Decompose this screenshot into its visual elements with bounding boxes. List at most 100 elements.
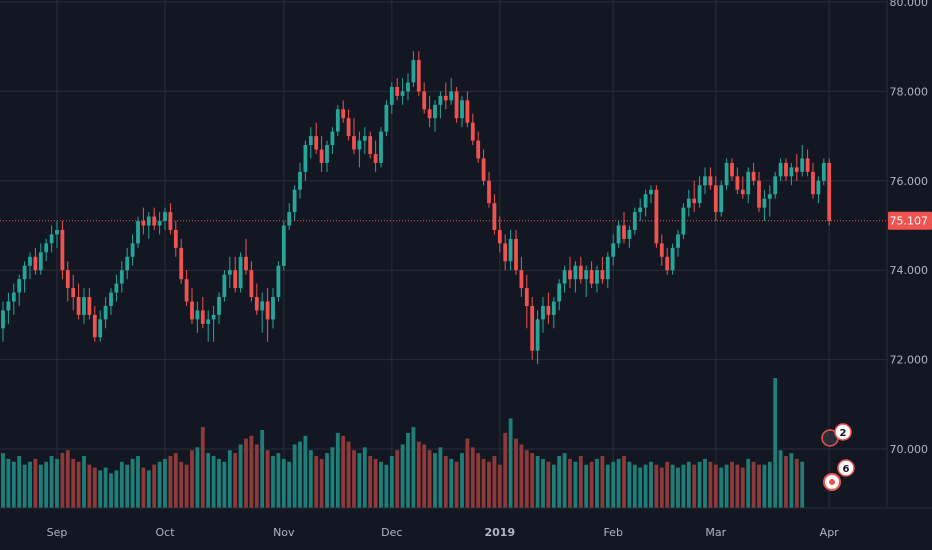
- candle[interactable]: [589, 261, 594, 289]
- candle[interactable]: [400, 77, 405, 105]
- candle[interactable]: [773, 171, 778, 199]
- price-axis[interactable]: 80.000 78.000 76.000 74.000 72.000 70.000: [890, 0, 929, 456]
- candle[interactable]: [811, 162, 815, 199]
- candle[interactable]: [379, 127, 383, 168]
- candle[interactable]: [298, 162, 302, 199]
- candle[interactable]: [649, 185, 653, 204]
- candle[interactable]: [568, 256, 572, 289]
- candle[interactable]: [179, 238, 184, 284]
- candle[interactable]: [611, 234, 616, 266]
- candle[interactable]: [724, 158, 729, 190]
- candle[interactable]: [55, 221, 59, 248]
- candle[interactable]: [184, 270, 189, 306]
- candle[interactable]: [152, 207, 157, 230]
- event-badge-2[interactable]: 2: [821, 423, 852, 447]
- candle[interactable]: [481, 149, 486, 186]
- candle[interactable]: [157, 212, 162, 235]
- candle[interactable]: [460, 95, 464, 128]
- candle[interactable]: [114, 274, 119, 302]
- candle[interactable]: [627, 225, 632, 248]
- candle[interactable]: [146, 212, 151, 239]
- candle[interactable]: [638, 198, 643, 222]
- candle[interactable]: [827, 158, 832, 226]
- candle[interactable]: [670, 243, 675, 275]
- candle[interactable]: [38, 243, 43, 275]
- candle[interactable]: [265, 288, 270, 342]
- candle[interactable]: [303, 140, 308, 181]
- candle[interactable]: [6, 292, 11, 324]
- candle[interactable]: [697, 176, 702, 208]
- candle[interactable]: [71, 274, 76, 311]
- candle[interactable]: [281, 221, 286, 271]
- candle[interactable]: [60, 221, 65, 280]
- candle[interactable]: [395, 77, 400, 101]
- candle[interactable]: [384, 100, 389, 137]
- candle[interactable]: [168, 203, 173, 235]
- candle[interactable]: [98, 310, 103, 342]
- candle[interactable]: [76, 283, 81, 320]
- candle[interactable]: [416, 51, 421, 96]
- candle[interactable]: [244, 238, 248, 275]
- candle[interactable]: [632, 207, 637, 235]
- candle[interactable]: [1, 301, 5, 342]
- candle[interactable]: [730, 158, 734, 181]
- candle[interactable]: [659, 234, 664, 266]
- candle[interactable]: [595, 265, 599, 293]
- candle[interactable]: [686, 189, 691, 217]
- candle[interactable]: [465, 91, 470, 128]
- candle[interactable]: [352, 118, 356, 154]
- candle[interactable]: [136, 216, 140, 248]
- candle[interactable]: [433, 100, 437, 132]
- candle[interactable]: [751, 162, 756, 186]
- candle[interactable]: [735, 167, 740, 195]
- candle[interactable]: [757, 171, 761, 213]
- candle[interactable]: [805, 149, 810, 177]
- event-badges[interactable]: 2 6: [821, 423, 855, 491]
- candle[interactable]: [373, 140, 378, 172]
- candle[interactable]: [233, 256, 238, 293]
- candle[interactable]: [427, 95, 432, 128]
- candle[interactable]: [584, 265, 589, 298]
- candle[interactable]: [87, 288, 92, 320]
- time-axis[interactable]: Sep Oct Nov Dec 2019 Feb Mar Apr: [47, 526, 840, 539]
- candle[interactable]: [200, 297, 205, 329]
- candle[interactable]: [314, 122, 319, 154]
- candle[interactable]: [287, 203, 292, 230]
- candle[interactable]: [125, 247, 130, 280]
- candle[interactable]: [508, 229, 513, 271]
- event-badge-6[interactable]: 6: [823, 459, 855, 491]
- candle[interactable]: [535, 310, 540, 365]
- candle[interactable]: [789, 162, 794, 186]
- candle[interactable]: [109, 288, 113, 315]
- candle[interactable]: [254, 283, 259, 315]
- candle[interactable]: [103, 297, 108, 329]
- candle[interactable]: [217, 292, 221, 324]
- candle[interactable]: [719, 180, 724, 217]
- candle[interactable]: [222, 270, 227, 302]
- candle[interactable]: [573, 261, 578, 293]
- candle[interactable]: [44, 238, 49, 262]
- candle[interactable]: [767, 185, 772, 217]
- candle[interactable]: [643, 189, 648, 217]
- candle[interactable]: [292, 185, 297, 222]
- candle[interactable]: [211, 305, 216, 342]
- candle[interactable]: [665, 247, 670, 275]
- candle[interactable]: [530, 297, 535, 360]
- candle[interactable]: [206, 310, 211, 342]
- candle[interactable]: [163, 207, 167, 230]
- candle[interactable]: [476, 131, 481, 163]
- candle[interactable]: [335, 104, 340, 137]
- candle[interactable]: [492, 194, 497, 235]
- candle[interactable]: [406, 73, 410, 101]
- candle[interactable]: [438, 91, 443, 119]
- candle[interactable]: [422, 82, 427, 114]
- candle[interactable]: [411, 51, 416, 87]
- candle[interactable]: [784, 158, 788, 181]
- candle[interactable]: [551, 297, 556, 329]
- candle[interactable]: [443, 82, 448, 110]
- candle[interactable]: [28, 252, 32, 280]
- candle[interactable]: [119, 261, 124, 293]
- candle[interactable]: [449, 77, 454, 105]
- candle[interactable]: [82, 288, 86, 324]
